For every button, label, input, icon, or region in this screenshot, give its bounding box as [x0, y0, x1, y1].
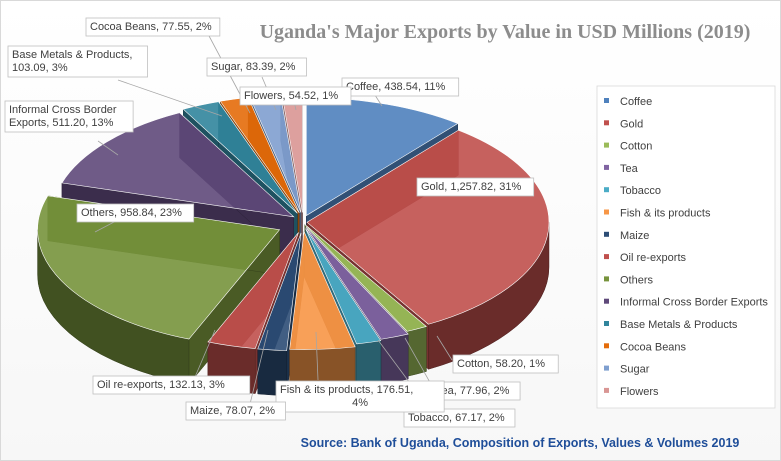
legend-item-others: Others — [604, 274, 654, 286]
legend-swatch — [604, 387, 609, 393]
data-label-tea: Tea, 77.96, 2% — [404, 337, 521, 401]
pie-slice-maize — [257, 232, 302, 351]
data-label-others: Others, 958.84, 23% — [76, 203, 195, 233]
legend-label: Maize — [620, 230, 649, 242]
data-label-text: Informal Cross Border — [9, 104, 117, 116]
legend-swatch — [604, 321, 609, 326]
legend-label: Base Metals & Products — [620, 319, 738, 331]
data-label-flowers: Flowers, 54.52, 1% — [239, 86, 352, 111]
legend-swatch — [604, 298, 609, 304]
data-label-text: Base Metals & Products, — [12, 49, 132, 61]
data-label-text: Coffee, 438.54, 11% — [346, 81, 445, 93]
data-label-text: Oil re-exports, 132.13, 3% — [97, 379, 225, 391]
legend-label: Coffee — [620, 96, 652, 108]
data-label-cotton: Cotton, 58.20, 1% — [436, 335, 559, 374]
legend-item-base-metals-products: Base Metals & Products — [604, 319, 738, 331]
legend-swatch — [604, 187, 609, 193]
pie-slice-tea — [305, 226, 409, 340]
legend-swatch — [604, 365, 609, 371]
data-label-text: Tobacco, 67.17, 2% — [408, 412, 505, 424]
legend-swatch — [604, 254, 609, 260]
data-label-base-metals-products: Base Metals & Products,103.09, 3% — [7, 45, 223, 117]
legend-swatch — [604, 164, 609, 170]
legend-swatch — [604, 120, 609, 126]
legend-swatch — [604, 142, 609, 148]
data-label-tobacco: Tobacco, 67.17, 2% — [377, 339, 516, 428]
data-label-text: Cocoa Beans, 77.55, 2% — [90, 21, 212, 33]
legend-swatch — [604, 98, 609, 103]
legend-item-flowers: Flowers — [604, 386, 659, 398]
legend-label: Oil re-exports — [620, 252, 687, 264]
legend-item-oil-re-exports: Oil re-exports — [604, 252, 687, 264]
pie-slice-tobacco — [305, 228, 382, 345]
legend-label: Tea — [620, 163, 639, 175]
data-label-text: 4% — [352, 397, 368, 409]
legend-label: Gold — [620, 118, 643, 130]
data-label-coffee: Coffee, 438.54, 11% — [341, 77, 460, 107]
data-label-text: Tea, 77.96, 2% — [436, 385, 510, 397]
pie-slice-base-metals-products — [182, 101, 298, 214]
legend-label: Others — [620, 274, 654, 286]
legend-swatch — [604, 343, 609, 349]
legend: Coffee Gold Cotton Tea Tobacco Fish & its pro… — [596, 85, 776, 409]
data-label-text: Sugar, 83.39, 2% — [211, 61, 296, 73]
legend-label: Cocoa Beans — [620, 341, 687, 353]
legend-item-cotton: Cotton — [604, 141, 652, 153]
legend-item-cocoa-beans: Cocoa Beans — [604, 341, 687, 353]
pie-slice-fish-its-products — [289, 230, 356, 350]
legend-swatch — [604, 231, 609, 237]
legend-item-tobacco: Tobacco — [604, 185, 661, 197]
legend-swatch — [604, 276, 609, 282]
legend-item-informal-cross-border-exports: Informal Cross Border Exports — [604, 297, 768, 309]
legend-item-gold: Gold — [604, 118, 643, 130]
data-label-oil-re-exports: Oil re-exports, 132.13, 3% — [92, 329, 251, 395]
data-label-sugar: Sugar, 83.39, 2% — [206, 57, 307, 111]
legend-item-maize: Maize — [604, 230, 649, 242]
data-label-gold: Gold, 1,257.82, 31% — [416, 177, 535, 197]
legend-item-sugar: Sugar — [604, 364, 650, 376]
data-label-text: Exports, 511.20, 13% — [9, 117, 114, 129]
data-label-maize: Maize, 78.07, 2% — [185, 329, 286, 421]
legend-swatch — [604, 209, 609, 215]
data-label-text: Gold, 1,257.82, 31% — [421, 181, 522, 193]
legend-label: Tobacco — [620, 185, 661, 197]
data-label-text: Others, 958.84, 23% — [81, 207, 182, 219]
legend-item-tea: Tea — [604, 163, 639, 175]
legend-box — [596, 85, 776, 409]
data-label-fish-its-products: Fish & its products, 176.51,4% — [275, 331, 445, 413]
chart-title: Uganda's Major Exports by Value in USD M… — [260, 21, 751, 43]
data-label-text: Cotton, 58.20, 1% — [457, 358, 545, 370]
legend-label: Informal Cross Border Exports — [620, 297, 768, 309]
data-label-text: 103.09, 3% — [12, 62, 68, 74]
legend-item-fish-its-products: Fish & its products — [604, 208, 711, 220]
legend-label: Sugar — [620, 364, 650, 376]
data-label-text: Maize, 78.07, 2% — [190, 405, 275, 417]
legend-label: Flowers — [620, 386, 659, 398]
data-label-text: Flowers, 54.52, 1% — [244, 90, 338, 102]
pie-slice-oil-re-exports — [207, 232, 299, 349]
legend-item-coffee: Coffee — [604, 96, 652, 108]
pie-slice-informal-cross-border-exports — [61, 112, 295, 218]
pie-slice-others — [37, 195, 281, 340]
legend-label: Fish & its products — [620, 208, 711, 220]
legend-label: Cotton — [620, 141, 652, 153]
data-labels: Coffee, 438.54, 11% Gold, 1,257.82, 31% Co… — [4, 17, 559, 428]
pie-slice-cotton — [304, 224, 427, 332]
chart-source: Source: Bank of Uganda, Composition of E… — [301, 436, 740, 450]
data-label-text: Fish & its products, 176.51, — [280, 384, 413, 396]
